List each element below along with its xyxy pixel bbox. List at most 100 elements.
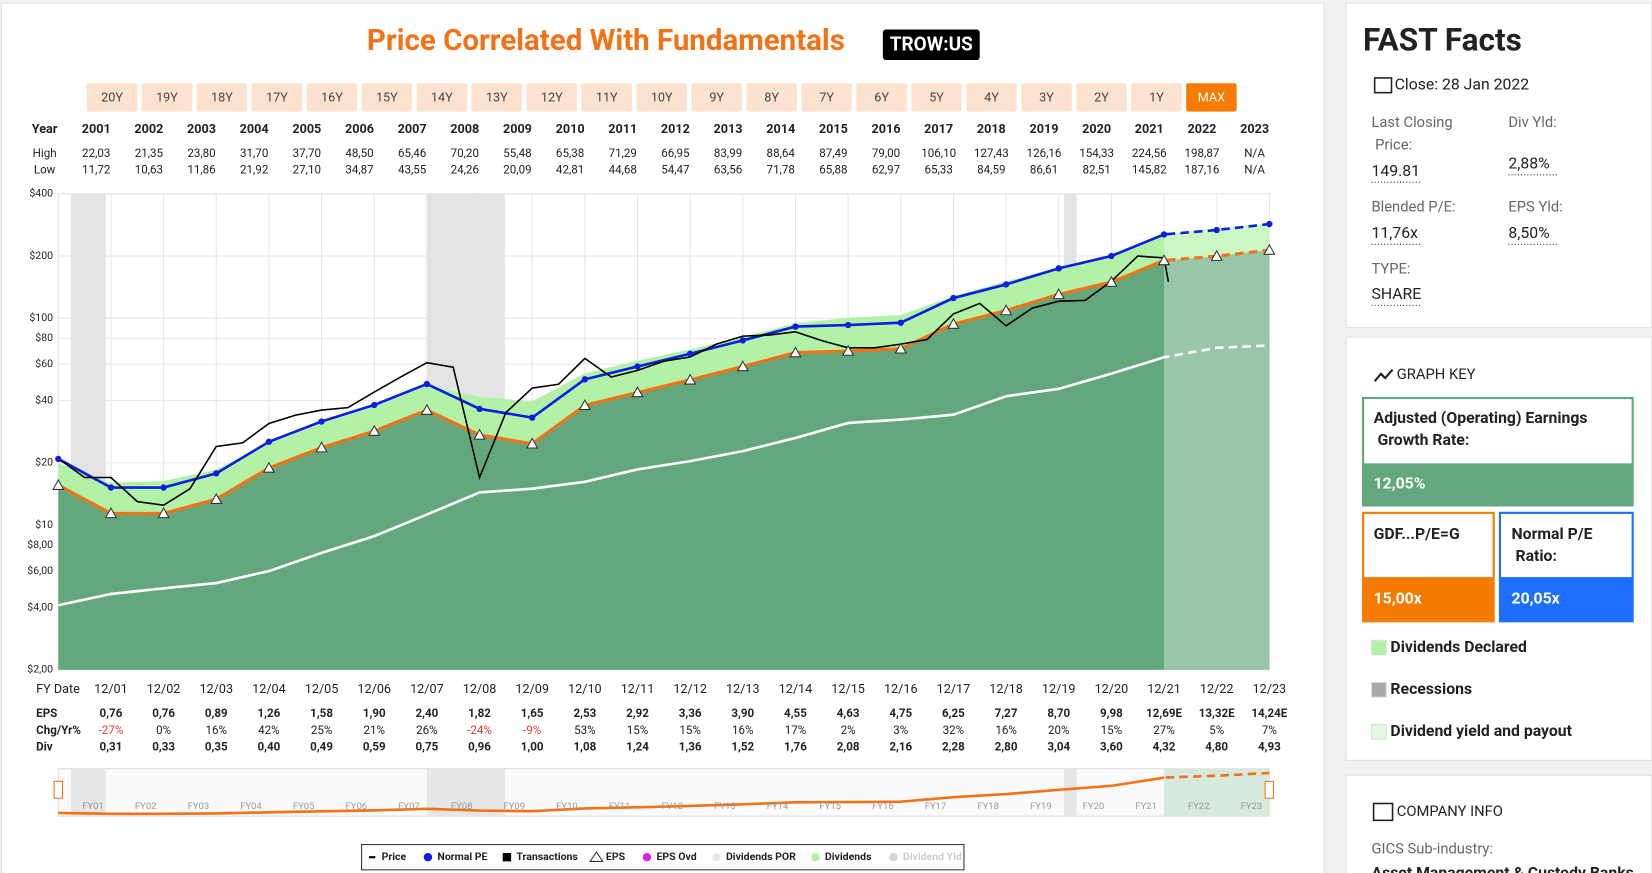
eps-marker — [683, 373, 697, 385]
eps-marker — [631, 386, 644, 398]
legend-label[interactable]: EPS Ovd — [656, 850, 696, 863]
range-button[interactable] — [801, 83, 852, 112]
eps-marker — [947, 317, 960, 329]
year: 2011 — [608, 122, 637, 137]
range-button[interactable] — [1186, 83, 1237, 112]
legend-label[interactable]: Transactions — [516, 850, 578, 863]
key-item: Dividends Declared — [1390, 637, 1527, 656]
year: 2021 — [1135, 122, 1164, 137]
fact-label: TYPE: — [1371, 259, 1410, 277]
range-label: 8Y — [764, 90, 779, 105]
fy-value: 4,75 — [889, 706, 912, 720]
year-value: 55,48 — [503, 146, 531, 160]
gics-value: Asset Management & Custody Banks — [1371, 863, 1633, 873]
y-tick-label: $6,00 — [27, 564, 53, 577]
nav-handle[interactable] — [1264, 780, 1275, 799]
eps-marker — [526, 437, 539, 449]
fact-value: 2,88% — [1508, 153, 1549, 172]
legend-label[interactable]: Dividend Yld — [903, 850, 962, 863]
x-tick-label: 12/11 — [621, 682, 655, 697]
range-button[interactable] — [581, 83, 633, 112]
fy-value: -27% — [99, 723, 124, 737]
key-title: GRAPH KEY — [1397, 365, 1476, 383]
range-button[interactable] — [361, 83, 413, 112]
fy-value: 3% — [893, 723, 908, 737]
year-value: 82,51 — [1082, 163, 1110, 177]
range-label: 10Y — [651, 90, 673, 105]
year: 2013 — [714, 122, 743, 137]
year-value: 79,00 — [872, 146, 900, 160]
x-tick-label: 12/07 — [410, 682, 444, 697]
range-button[interactable] — [856, 83, 907, 112]
key-swatch — [1370, 723, 1387, 740]
y-tick-label: $60 — [35, 357, 53, 370]
range-button[interactable] — [141, 83, 193, 112]
range-button[interactable] — [471, 83, 523, 112]
fy-value: 0,96 — [468, 740, 491, 754]
normal-fill — [1499, 577, 1633, 622]
range-button[interactable] — [1021, 83, 1072, 112]
fy-value: 9,98 — [1100, 706, 1123, 720]
legend-marker — [589, 850, 604, 862]
fy-value: 0,31 — [100, 740, 123, 754]
fy-value: 4,63 — [837, 706, 860, 720]
range-label: 3Y — [1039, 90, 1054, 105]
fy-value: 27% — [1153, 723, 1175, 737]
normal-pe-point — [213, 470, 220, 477]
eps-marker — [736, 360, 749, 372]
nav-label: FY22 — [1188, 801, 1210, 812]
range-button[interactable] — [691, 83, 742, 112]
normal-pe-point — [1055, 265, 1062, 272]
year-value: 126,16 — [1027, 146, 1062, 160]
close-icon — [1373, 77, 1393, 94]
legend-label[interactable]: Normal PE — [437, 850, 487, 863]
fy-value: 2,53 — [573, 706, 596, 720]
range-button[interactable] — [966, 83, 1017, 112]
range-button[interactable] — [306, 83, 358, 112]
fy-value: 2,28 — [942, 740, 965, 754]
year-value: 224,56 — [1132, 146, 1167, 160]
fy-value: 1,65 — [521, 706, 544, 720]
year-value: 86,61 — [1030, 163, 1058, 177]
range-button[interactable] — [526, 83, 578, 112]
year-value: 65,38 — [556, 146, 584, 160]
x-tick-label: 12/12 — [673, 682, 707, 697]
fact-value: 8,50% — [1508, 223, 1549, 242]
range-button[interactable] — [251, 83, 303, 112]
year-value: 198,87 — [1185, 146, 1220, 160]
range-button[interactable] — [196, 83, 248, 112]
fy-value: 0,40 — [258, 740, 281, 754]
year: 2009 — [503, 122, 532, 137]
eps-marker — [368, 424, 381, 436]
range-button[interactable] — [416, 83, 468, 112]
legend-label[interactable]: Dividends — [825, 850, 872, 863]
range-label: 12Y — [541, 90, 563, 105]
normal-pe-point — [950, 294, 957, 302]
range-button[interactable] — [746, 83, 797, 112]
fact-label: Last Closing Price: — [1371, 113, 1452, 153]
fy-value: 0,75 — [415, 740, 438, 754]
x-tick-label: 12/21 — [1147, 682, 1181, 697]
range-button[interactable] — [1131, 83, 1182, 112]
year: 2002 — [134, 122, 163, 137]
eps-marker — [1052, 288, 1065, 300]
range-label: 16Y — [321, 90, 343, 105]
range-button[interactable] — [636, 83, 687, 112]
x-tick-label: 12/14 — [779, 682, 813, 697]
eps-marker — [210, 492, 223, 504]
range-button[interactable] — [86, 83, 138, 112]
nav-handle[interactable] — [53, 780, 64, 799]
year-value: 22,03 — [82, 146, 110, 160]
range-button[interactable] — [1076, 83, 1127, 112]
legend-label[interactable]: Dividends POR — [726, 850, 796, 863]
series-line — [58, 355, 1165, 607]
range-label: MAX — [1198, 90, 1225, 105]
nav-label: FY16 — [872, 801, 894, 812]
x-tick-label: 12/16 — [884, 682, 918, 697]
legend-label[interactable]: EPS — [606, 850, 626, 863]
year-value: 187,16 — [1185, 163, 1220, 177]
year-value: 154,33 — [1079, 146, 1114, 160]
legend-label[interactable]: Price — [382, 850, 407, 863]
y-tick-label: $2,00 — [27, 663, 53, 676]
range-button[interactable] — [911, 83, 962, 112]
